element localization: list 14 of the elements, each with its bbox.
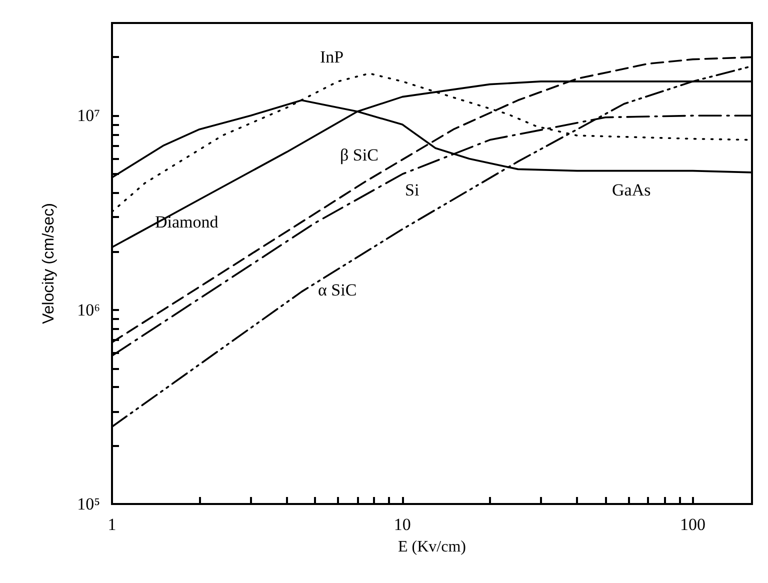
series-label: β SiC	[340, 146, 378, 164]
series-label: Diamond	[155, 212, 219, 232]
series-label: InP	[320, 48, 344, 66]
y-tick-label: 10⁷	[77, 106, 100, 126]
x-tick-label: 10	[394, 515, 411, 534]
y-tick-label: 10⁵	[77, 494, 100, 514]
x-tick-label: 100	[680, 515, 706, 534]
series-label: Si	[405, 180, 420, 200]
series-label: α SiC	[318, 280, 357, 300]
x-axis-title: E (Kv/cm)	[398, 538, 466, 556]
y-tick-label: 10⁶	[77, 300, 100, 320]
series-label: GaAs	[612, 180, 651, 200]
y-axis-title: Velocity (cm/sec)	[40, 203, 58, 324]
x-tick-label: 1	[108, 515, 116, 534]
